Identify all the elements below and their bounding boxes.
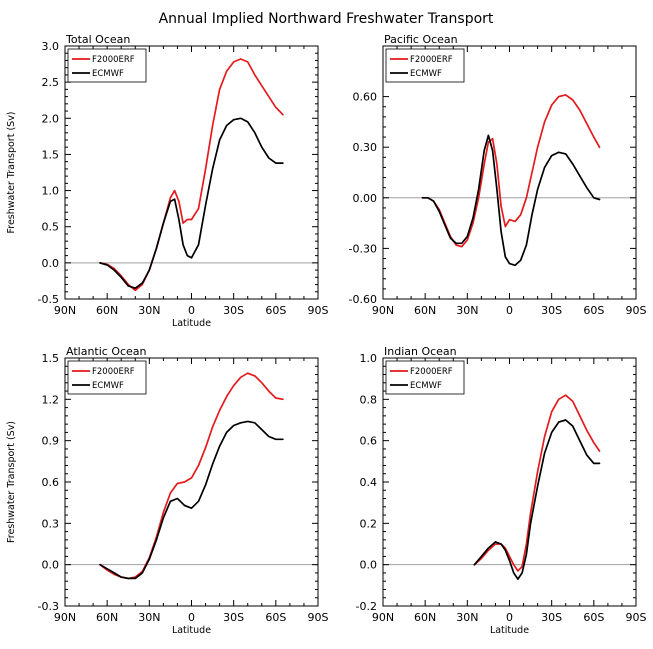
x-axis-label: Latitude bbox=[172, 625, 211, 636]
y-tick-label: 2.5 bbox=[42, 76, 60, 89]
x-tick-label: 90S bbox=[626, 304, 647, 317]
legend: F2000ERF ECMWF bbox=[67, 360, 147, 395]
legend-label: ECMWF bbox=[410, 69, 442, 79]
series-line-f2000erf bbox=[421, 94, 601, 248]
y-tick-label: 1.0 bbox=[42, 185, 60, 198]
legend-box bbox=[67, 48, 147, 83]
x-tick-label: 90N bbox=[372, 304, 394, 317]
y-tick-label: -0.2 bbox=[356, 600, 377, 613]
x-tick-label: 0 bbox=[506, 304, 513, 317]
y-tick-label: 0.00 bbox=[353, 192, 378, 205]
x-tick-label: 0 bbox=[506, 611, 513, 624]
y-tick-label: 2.0 bbox=[42, 112, 60, 125]
x-tick-label: 60N bbox=[96, 611, 118, 624]
y-tick-label: 0.30 bbox=[353, 141, 378, 154]
legend-box bbox=[385, 48, 465, 83]
y-axis-label: Freshwater Transport (Sv) bbox=[6, 111, 17, 233]
figure-title: Annual Implied Northward Freshwater Tran… bbox=[159, 11, 494, 27]
x-tick-label: 60N bbox=[414, 304, 436, 317]
chart-panel-2: Atlantic Ocean 90N 60N 30N 0 30S 60S 90S -0.3 0.0… bbox=[6, 345, 329, 636]
legend: F2000ERF ECMWF bbox=[385, 48, 465, 83]
series-line-ecmwf bbox=[473, 419, 601, 580]
y-tick-label: 0.6 bbox=[360, 435, 378, 448]
x-tick-label: 30S bbox=[541, 304, 562, 317]
legend-label: ECMWF bbox=[92, 69, 124, 79]
x-tick-label: 60S bbox=[265, 304, 286, 317]
y-tick-label: 0.2 bbox=[360, 517, 378, 530]
series-line-f2000erf bbox=[99, 372, 284, 580]
plot-frame bbox=[64, 357, 319, 607]
plot-frame bbox=[382, 357, 637, 607]
x-tick-label: 90S bbox=[308, 304, 329, 317]
legend-box bbox=[67, 360, 147, 395]
series-line-ecmwf bbox=[99, 420, 284, 580]
y-tick-label: 1.2 bbox=[42, 393, 60, 406]
x-tick-label: 30S bbox=[223, 304, 244, 317]
x-axis-label: Latitude bbox=[490, 625, 529, 636]
x-tick-label: 90N bbox=[54, 304, 76, 317]
chart-panel-3: Indian Ocean 90N 60N 30N 0 30S 60S 90S -0.2 0.0 0.… bbox=[356, 345, 647, 636]
x-tick-label: 0 bbox=[188, 611, 195, 624]
legend-label: F2000ERF bbox=[410, 55, 453, 65]
y-tick-label: 0.6 bbox=[42, 476, 60, 489]
legend-box bbox=[385, 360, 465, 395]
x-tick-label: 90S bbox=[626, 611, 647, 624]
x-tick-label: 30N bbox=[138, 304, 160, 317]
legend-label: ECMWF bbox=[410, 381, 442, 391]
y-tick-label: 0.8 bbox=[360, 393, 378, 406]
y-tick-label: 1.0 bbox=[360, 352, 378, 365]
legend-label: F2000ERF bbox=[410, 367, 453, 377]
panel-title: Atlantic Ocean bbox=[66, 345, 147, 358]
x-tick-label: 90S bbox=[308, 611, 329, 624]
y-tick-label: 0.0 bbox=[42, 559, 60, 572]
y-tick-label: 3.0 bbox=[42, 40, 60, 53]
y-tick-label: -0.3 bbox=[38, 600, 59, 613]
plot-frame bbox=[382, 45, 637, 300]
panel-title: Pacific Ocean bbox=[384, 33, 458, 46]
y-tick-label: -0.30 bbox=[349, 242, 377, 255]
chart-panel-0: Total Ocean 90N 60N 30N 0 30S 60S 90S -0.5 0.0 0.5… bbox=[6, 33, 329, 329]
legend: F2000ERF ECMWF bbox=[385, 360, 465, 395]
legend: F2000ERF ECMWF bbox=[67, 48, 147, 83]
y-tick-label: 0.60 bbox=[353, 91, 378, 104]
x-tick-label: 0 bbox=[188, 304, 195, 317]
x-tick-label: 60S bbox=[265, 611, 286, 624]
y-tick-label: 0.0 bbox=[42, 257, 60, 270]
x-tick-label: 30N bbox=[138, 611, 160, 624]
y-tick-label: -0.60 bbox=[349, 293, 377, 306]
legend-label: F2000ERF bbox=[92, 367, 135, 377]
x-tick-label: 60S bbox=[583, 611, 604, 624]
x-tick-label: 60N bbox=[96, 304, 118, 317]
legend-label: F2000ERF bbox=[92, 55, 135, 65]
y-tick-label: 0.0 bbox=[360, 559, 378, 572]
x-tick-label: 90N bbox=[54, 611, 76, 624]
plot-frame bbox=[64, 45, 319, 300]
panel-title: Indian Ocean bbox=[384, 345, 457, 358]
x-tick-label: 30S bbox=[223, 611, 244, 624]
x-tick-label: 30S bbox=[541, 611, 562, 624]
legend-label: ECMWF bbox=[92, 381, 124, 391]
x-axis-label: Latitude bbox=[172, 318, 211, 329]
panel-title: Total Ocean bbox=[65, 33, 130, 46]
y-tick-label: -0.5 bbox=[38, 293, 59, 306]
series-line-ecmwf bbox=[421, 134, 601, 267]
x-tick-label: 30N bbox=[456, 304, 478, 317]
series-line-f2000erf bbox=[473, 394, 601, 572]
y-tick-label: 1.5 bbox=[42, 352, 60, 365]
y-tick-label: 0.5 bbox=[42, 221, 60, 234]
series-line-ecmwf bbox=[99, 117, 284, 290]
y-tick-label: 1.5 bbox=[42, 148, 60, 161]
x-tick-label: 90N bbox=[372, 611, 394, 624]
x-tick-label: 30N bbox=[456, 611, 478, 624]
y-tick-label: 0.4 bbox=[360, 476, 378, 489]
y-tick-label: 0.3 bbox=[42, 517, 60, 530]
y-tick-label: 0.9 bbox=[42, 435, 60, 448]
x-tick-label: 60S bbox=[583, 304, 604, 317]
series-line-f2000erf bbox=[99, 58, 284, 292]
chart-panel-1: Pacific Ocean 90N 60N 30N 0 30S 60S 90S -0.60 -0.… bbox=[349, 33, 647, 317]
y-axis-label: Freshwater Transport (Sv) bbox=[6, 421, 17, 543]
x-tick-label: 60N bbox=[414, 611, 436, 624]
